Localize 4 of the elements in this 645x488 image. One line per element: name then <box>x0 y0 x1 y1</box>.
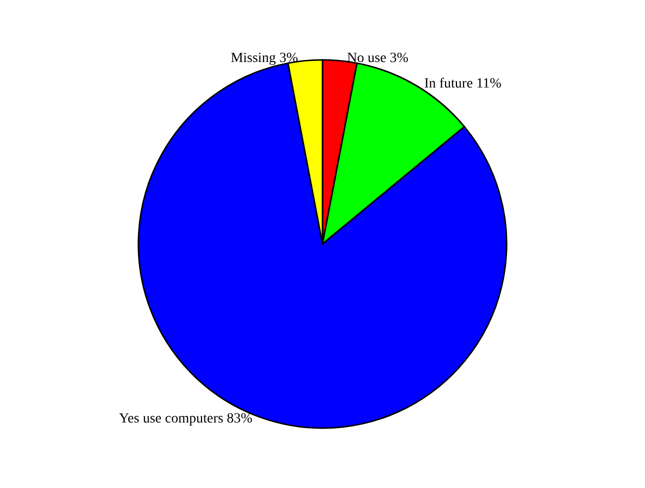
slice-label: Yes use computers 83% <box>118 412 253 427</box>
slice-label: In future 11% <box>424 76 502 92</box>
slice-label: Missing 3% <box>230 51 298 66</box>
slice-label: No use 3% <box>347 51 409 66</box>
